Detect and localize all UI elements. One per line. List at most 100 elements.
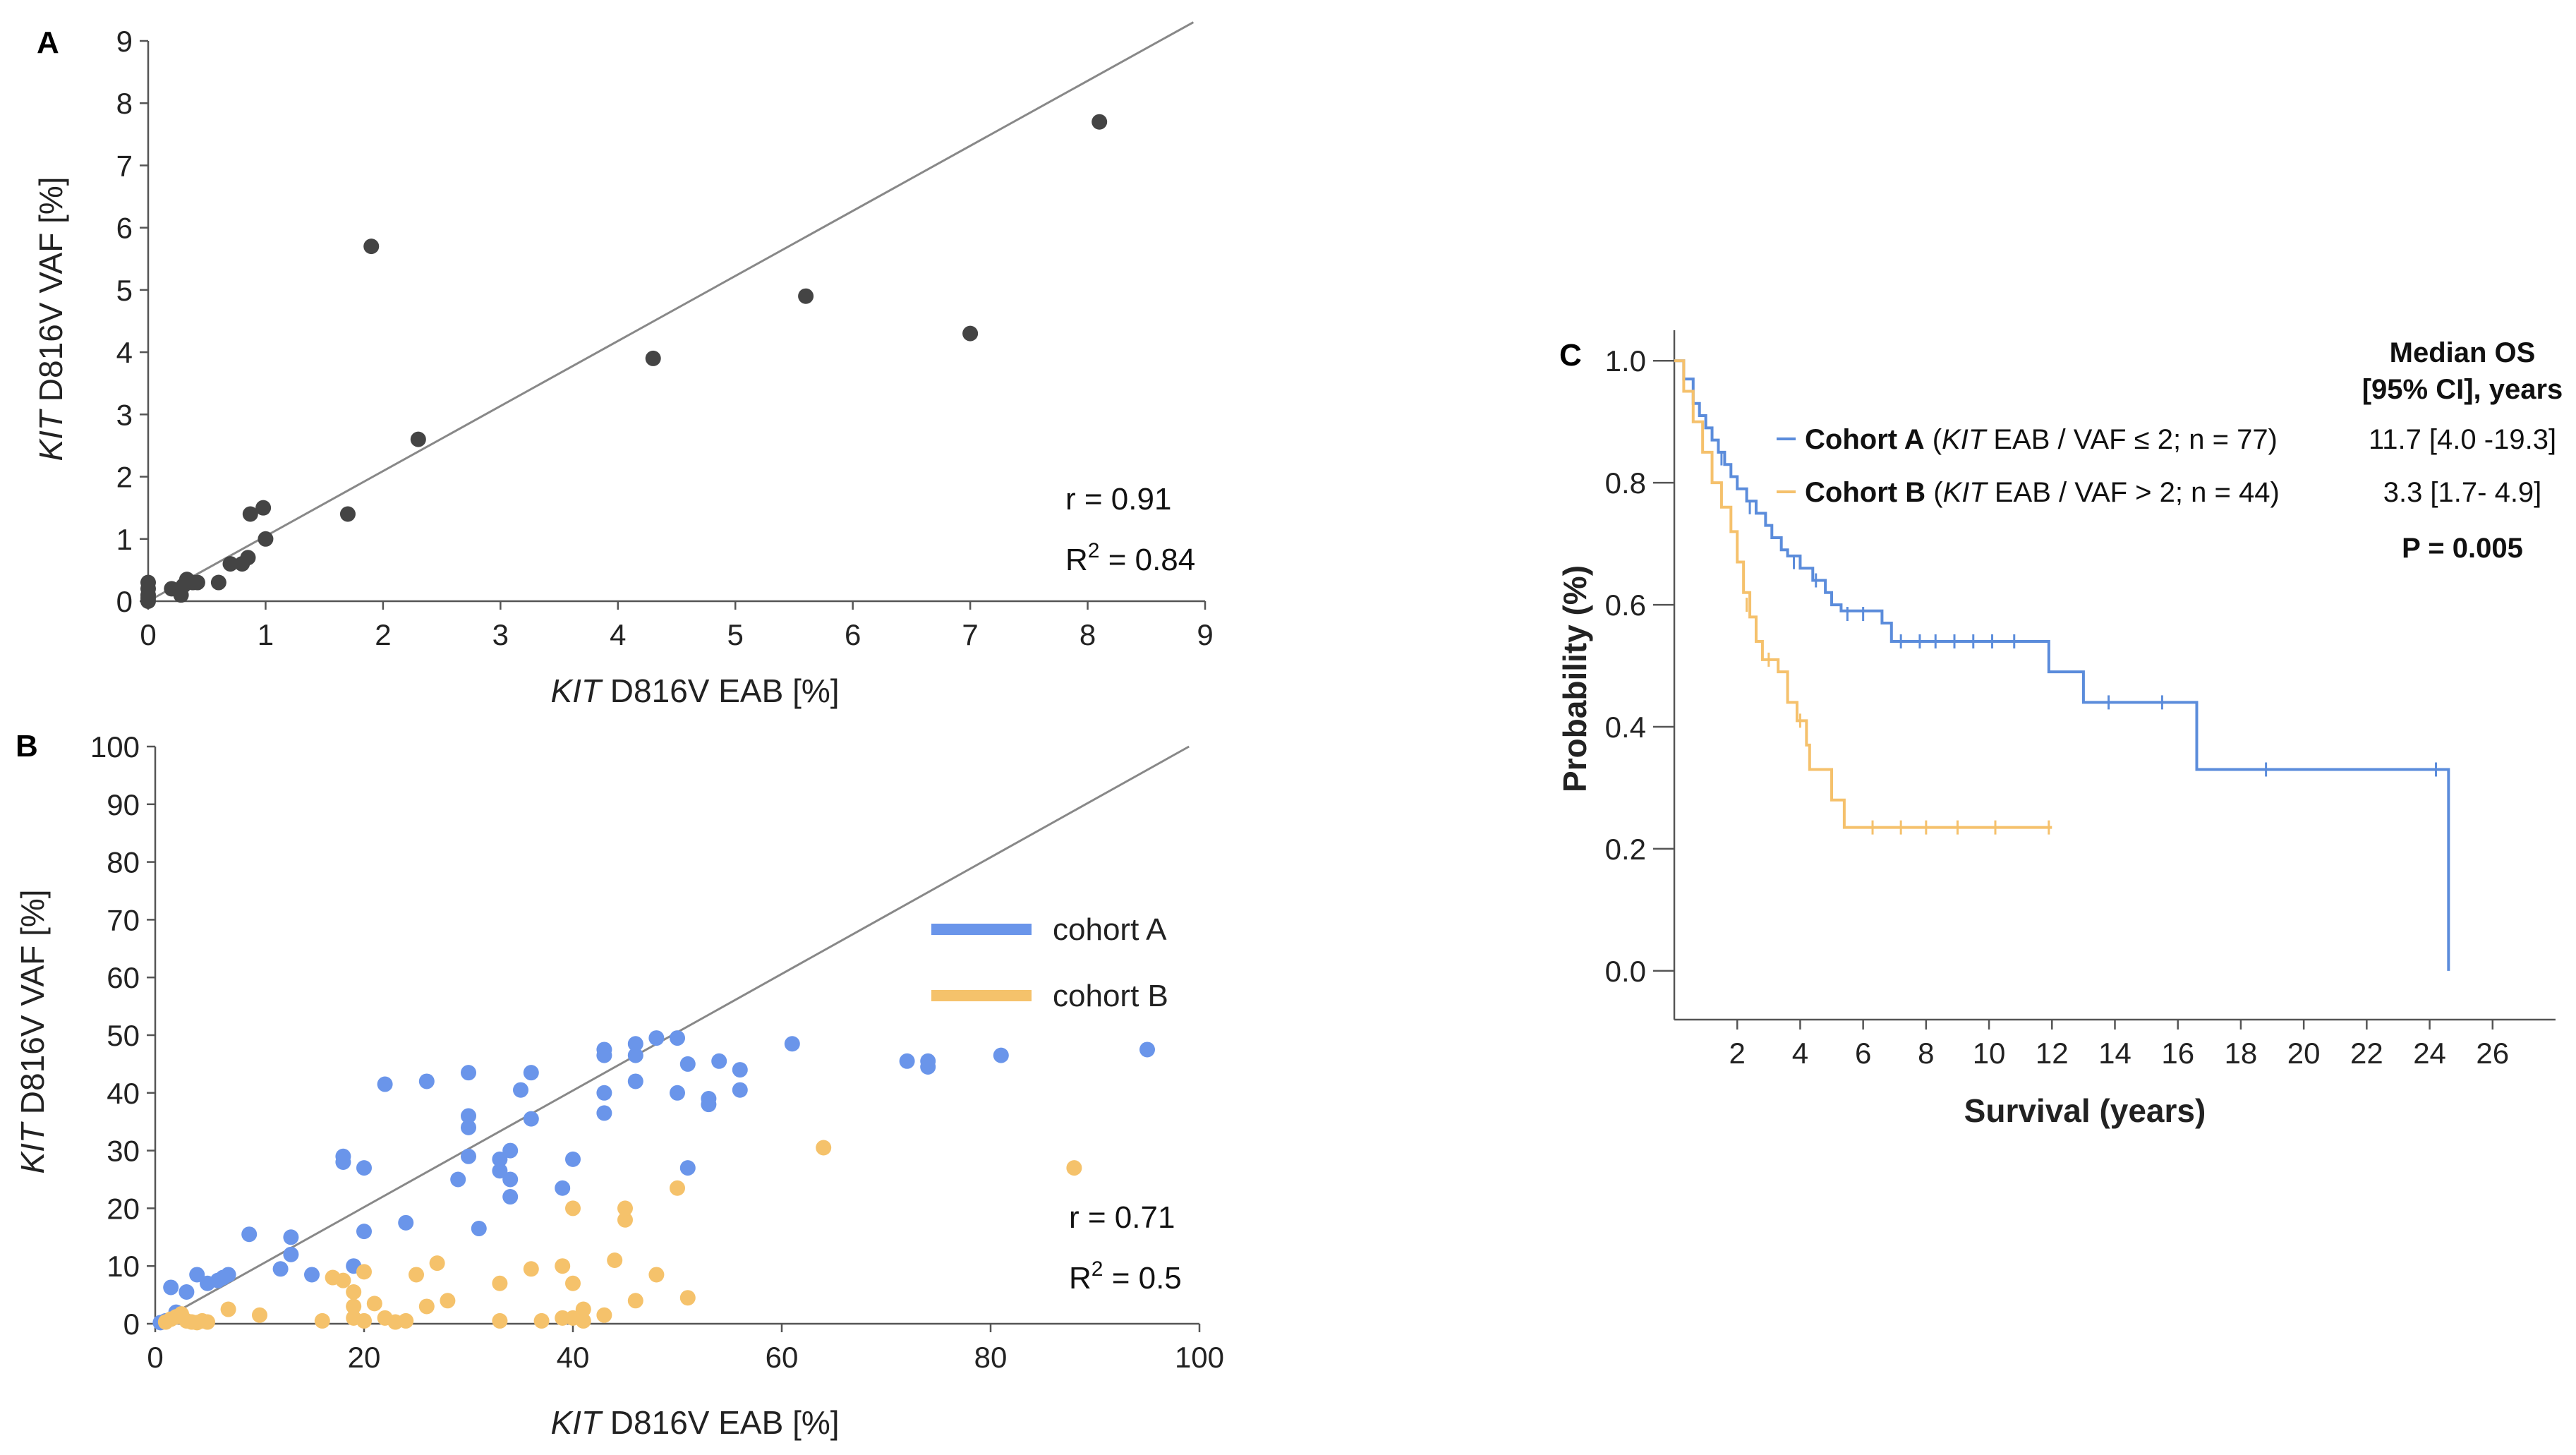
km-header-line2: [95% CI], years <box>2362 374 2563 405</box>
panel-c-x-tick-label: 22 <box>2350 1037 2383 1070</box>
panel-b-point-series-0 <box>335 1148 351 1164</box>
panel-b-point-series-0 <box>899 1053 915 1069</box>
panel-a-y-tick-label: 9 <box>116 25 133 58</box>
panel-b-point-series-0 <box>179 1284 195 1300</box>
panel-c-y-tick-label: 0.0 <box>1605 955 1646 988</box>
panel-b-point-series-0 <box>732 1082 748 1098</box>
panel-a-x-tick-label: 8 <box>1080 618 1096 651</box>
panel-b-point-series-0 <box>283 1246 299 1262</box>
panel-b-point-series-1 <box>418 1298 435 1315</box>
panel-b-point-series-0 <box>670 1085 685 1101</box>
panel-b-y-tick-label: 60 <box>107 961 140 994</box>
panel-b-point-series-1 <box>492 1275 508 1291</box>
panel-b-point-series-0 <box>648 1030 665 1046</box>
panel-b-point-series-0 <box>471 1221 487 1237</box>
panel-c-x-tick-label: 4 <box>1792 1037 1808 1070</box>
panel-b-point-series-1 <box>523 1261 539 1277</box>
panel-b-point-series-1 <box>366 1296 382 1312</box>
panel-a-r2-value: R2 = 0.84 <box>1065 539 1195 577</box>
panel-a-point-series-0 <box>258 531 274 547</box>
panel-c-x-tick-label: 12 <box>2036 1037 2069 1070</box>
panel-c-y-tick-label: 0.8 <box>1605 466 1646 500</box>
panel-b-point-series-0 <box>555 1180 571 1196</box>
panel-b-x-tick-label: 80 <box>974 1341 1008 1374</box>
panel-a-point-series-0 <box>189 574 205 591</box>
panel-a-axes: 0 1 2 3 4 5 6 7 8 9 0 1 2 3 4 5 6 7 8 9 <box>116 21 1214 651</box>
panel-b-point-series-1 <box>648 1267 665 1283</box>
panel-c-x-tick-label: 14 <box>2098 1037 2131 1070</box>
panel-b-point-series-0 <box>679 1056 696 1072</box>
panel-b-point-series-0 <box>627 1073 643 1089</box>
panel-c-x-tick-label: 16 <box>2161 1037 2194 1070</box>
panel-a-y-tick-label: 7 <box>116 149 133 182</box>
panel-b-point-series-0 <box>398 1214 414 1231</box>
panel-label-b: B <box>16 729 38 763</box>
panel-a-x-tick-label: 3 <box>492 618 509 651</box>
panel-c-y-tick-label: 0.2 <box>1605 833 1646 866</box>
panel-a-point-series-0 <box>410 431 426 447</box>
km-curve-series-1 <box>1674 359 2052 829</box>
panel-b-point-series-1 <box>409 1267 424 1283</box>
km-p-value: P = 0.005 <box>2402 533 2523 564</box>
panel-b-point-series-0 <box>920 1053 936 1069</box>
panel-b-y-tick-label: 70 <box>107 903 140 936</box>
panel-b-point-series-1 <box>575 1301 591 1317</box>
panel-c-x-tick-label: 18 <box>2225 1037 2258 1070</box>
panel-b-point-series-1 <box>440 1293 456 1309</box>
panel-b-y-axis-label: KIT D816V VAF [%] <box>14 889 51 1173</box>
panel-b-y-tick-label: 0 <box>123 1308 140 1341</box>
panel-b-point-series-1 <box>816 1140 832 1156</box>
panel-b-point-series-0 <box>461 1108 476 1124</box>
panel-a-y-axis-label: KIT D816V VAF [%] <box>32 176 69 461</box>
panel-a-y-tick-label: 8 <box>116 87 133 120</box>
panel-b-point-series-1 <box>492 1312 508 1329</box>
km-legend-cohort-a: Cohort A (KIT EAB / VAF ≤ 2; n = 77) <box>1805 424 2278 455</box>
panel-a-x-tick-label: 2 <box>375 618 391 651</box>
panel-b-point-series-0 <box>993 1047 1009 1063</box>
panel-b-point-series-0 <box>596 1085 612 1101</box>
panel-a-point-series-0 <box>962 325 979 342</box>
panel-c: C 2 4 6 8 10 12 14 16 18 20 22 24 260.00.20.40.60.81… <box>1556 330 2563 1129</box>
panel-b-point-series-0 <box>492 1151 508 1167</box>
panel-a-y-tick-label: 0 <box>116 585 133 618</box>
panel-a-y-tick-label: 5 <box>116 274 133 307</box>
panel-b-point-series-0 <box>627 1047 643 1063</box>
panel-c-x-tick-label: 8 <box>1918 1037 1934 1070</box>
panel-a-x-tick-label: 5 <box>727 618 744 651</box>
panel-b-point-series-0 <box>627 1036 643 1052</box>
panel-b-y-tick-label: 100 <box>90 730 140 763</box>
km-curve-series-0 <box>1674 359 2450 971</box>
panel-c-x-tick-label: 20 <box>2287 1037 2321 1070</box>
panel-b-point-series-1 <box>575 1312 591 1329</box>
panel-b-point-series-1 <box>1066 1160 1082 1176</box>
panel-a-point-series-0 <box>140 574 156 591</box>
panel-b-points <box>152 1030 1155 1331</box>
panel-a-point-series-0 <box>363 239 380 255</box>
panel-b-point-series-1 <box>627 1293 643 1309</box>
panel-b-point-series-0 <box>670 1030 685 1046</box>
km-median-cohort-b: 3.3 [1.7- 4.9] <box>2383 477 2542 508</box>
panel-a-point-series-0 <box>645 350 661 366</box>
panel-b-point-series-0 <box>596 1042 612 1058</box>
panel-b-point-series-0 <box>304 1267 320 1283</box>
panel-b-point-series-1 <box>565 1200 581 1216</box>
panel-a-x-tick-label: 1 <box>258 618 274 651</box>
panel-b-point-series-0 <box>377 1076 393 1092</box>
panel-b-point-series-0 <box>1139 1042 1155 1058</box>
panel-b-point-series-1 <box>346 1284 362 1300</box>
panel-b-point-series-0 <box>189 1267 205 1283</box>
panel-b-x-tick-label: 40 <box>557 1341 590 1374</box>
panel-a-y-tick-label: 4 <box>116 336 133 369</box>
panel-b-point-series-0 <box>523 1065 539 1081</box>
panel-b-x-tick-label: 20 <box>348 1341 381 1374</box>
panel-a-point-series-0 <box>210 574 226 591</box>
panel-b-point-series-1 <box>617 1200 633 1216</box>
panel-b-point-series-1 <box>679 1290 696 1306</box>
panel-label-a: A <box>37 25 59 60</box>
panel-c-axes: 2 4 6 8 10 12 14 16 18 20 22 24 260.00.20.40.60.81.0 <box>1605 330 2556 1070</box>
panel-b-point-series-0 <box>784 1036 800 1052</box>
panel-c-y-tick-label: 0.6 <box>1605 588 1646 622</box>
panel-b-y-tick-label: 40 <box>107 1077 140 1110</box>
panel-b-point-series-0 <box>163 1279 179 1296</box>
panel-b-point-series-0 <box>596 1105 612 1121</box>
